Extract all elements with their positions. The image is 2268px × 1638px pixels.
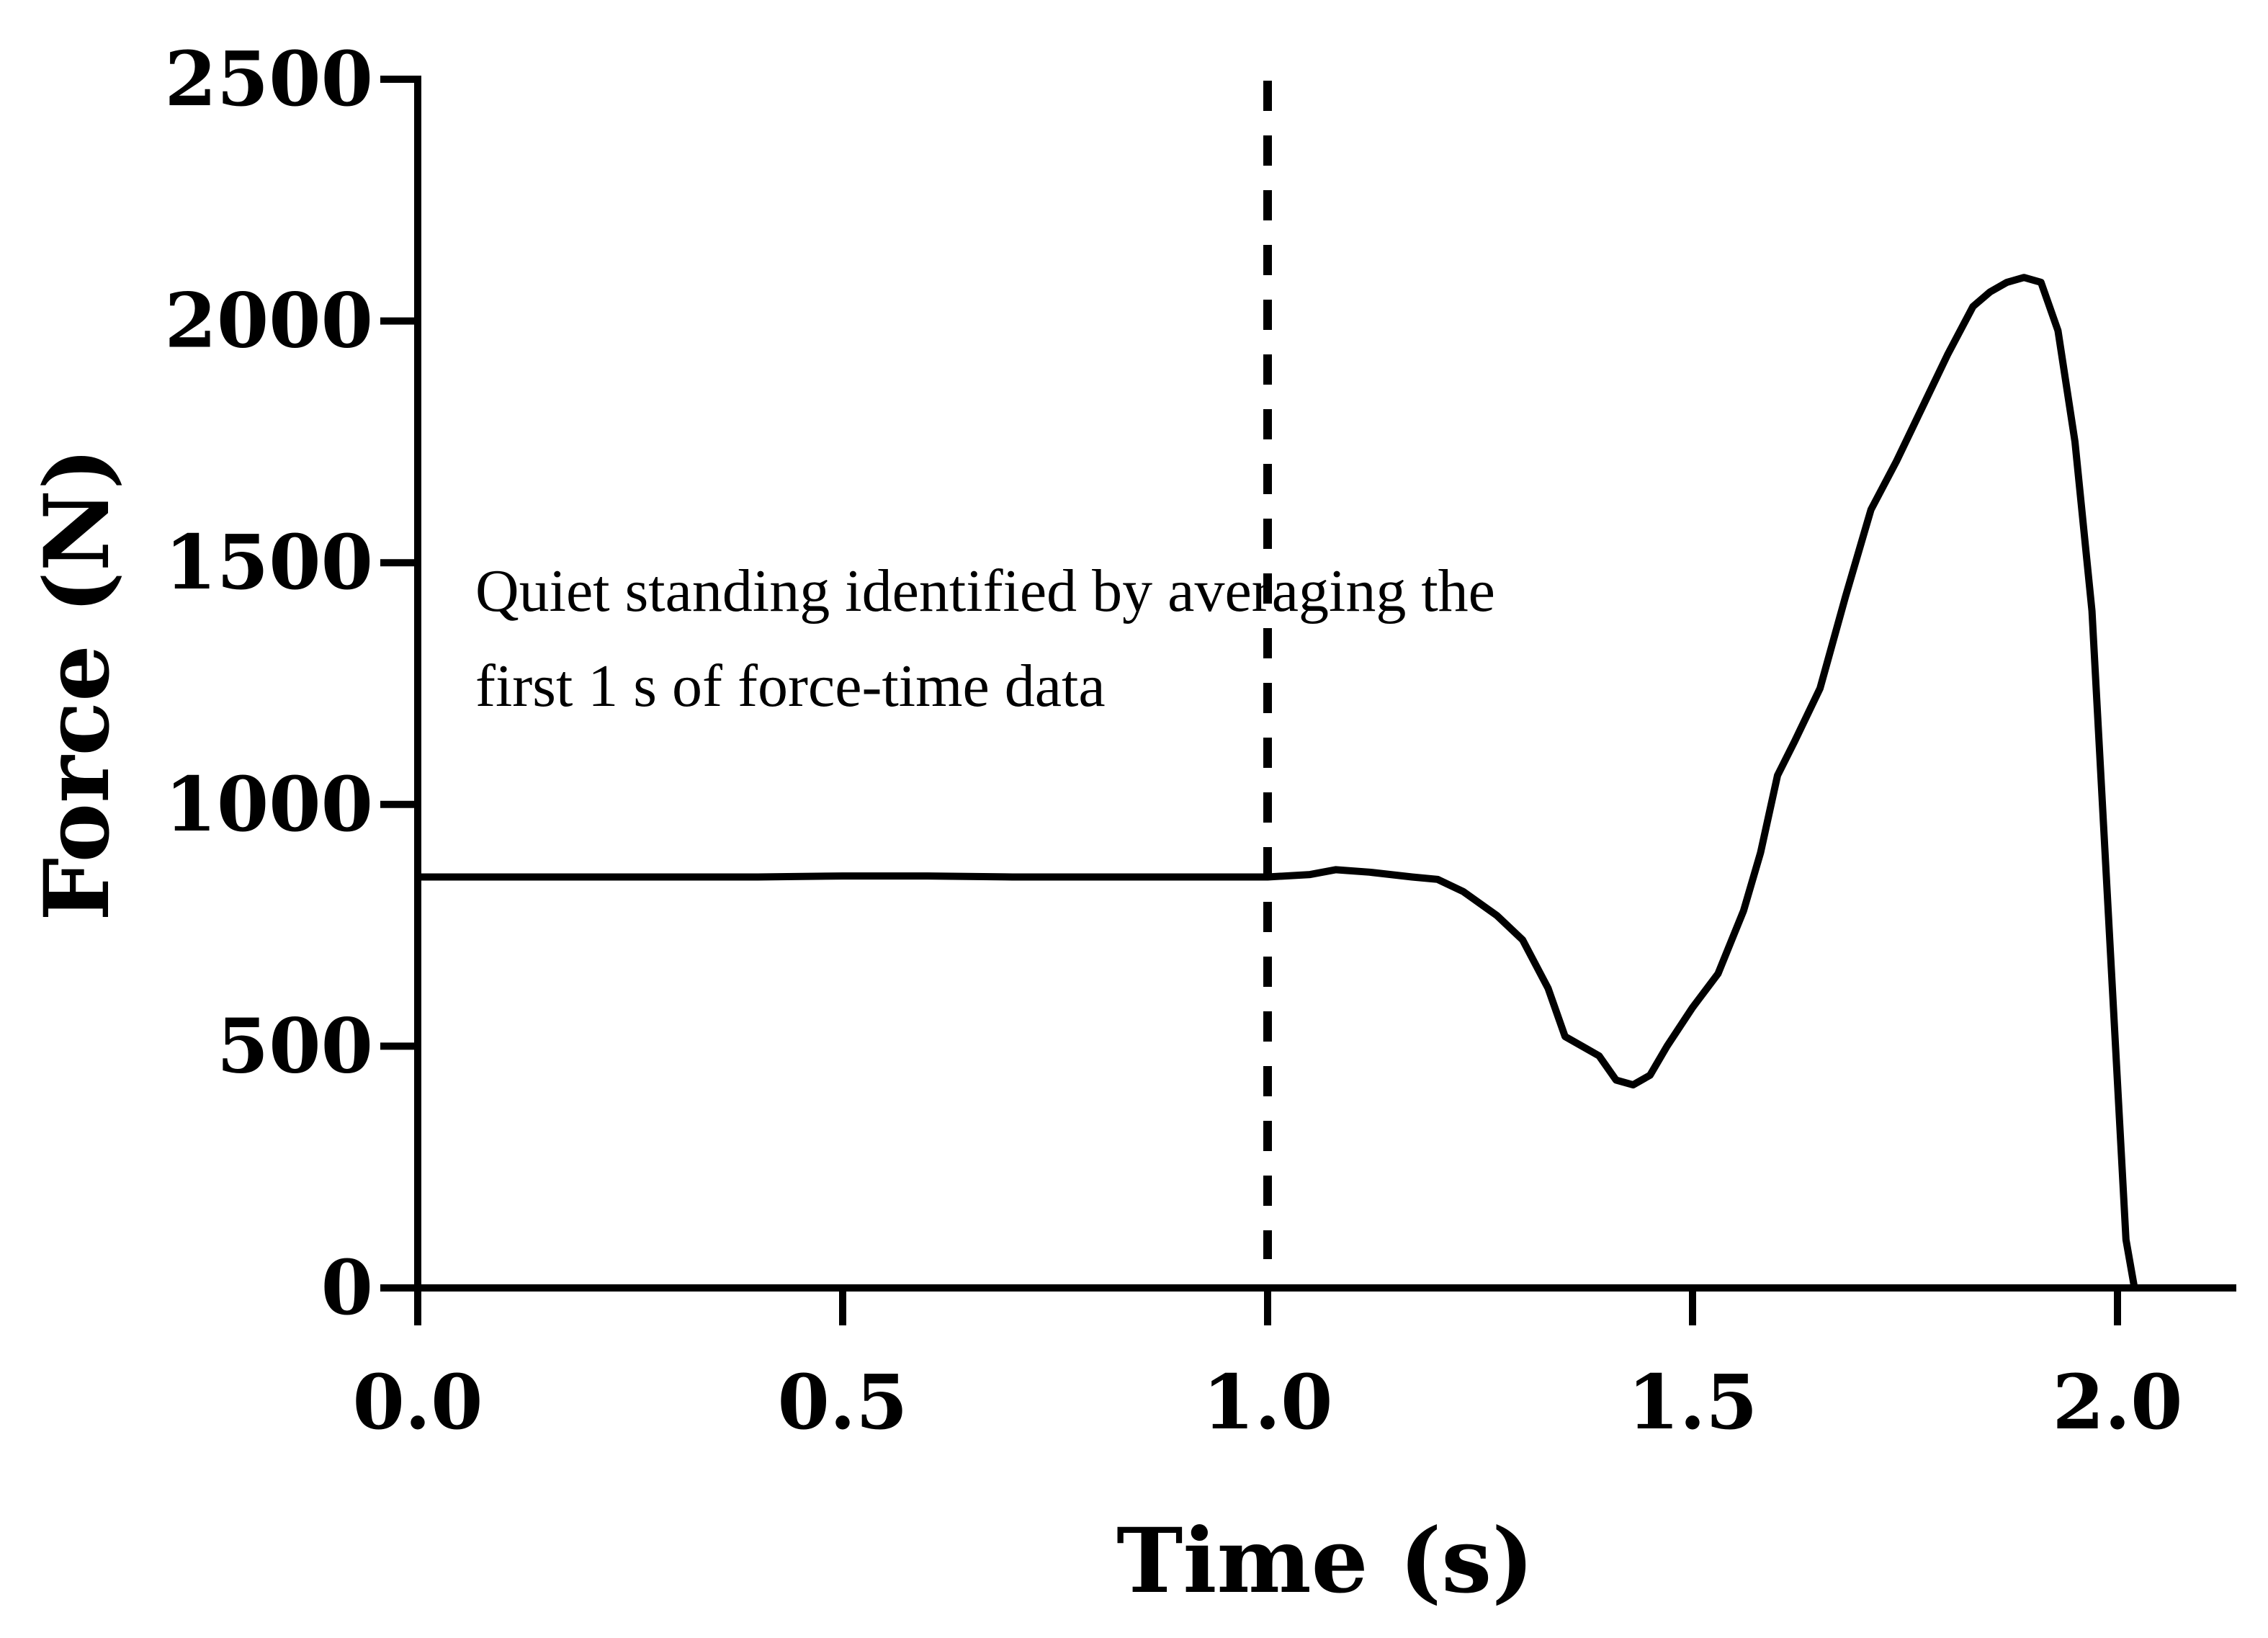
x-tick-label: 0.5 (778, 1358, 908, 1446)
x-axis-title: Time (s) (1116, 1509, 1534, 1614)
y-tick-label: 500 (217, 1001, 373, 1090)
x-tick-label: 2.0 (2053, 1358, 2183, 1446)
x-tick-label: 0.0 (353, 1358, 483, 1446)
x-tick-label: 1.5 (1628, 1358, 1758, 1446)
force-series-line (414, 274, 2138, 1292)
y-axis-title: Force (N) (25, 447, 130, 921)
y-tick-label: 1000 (165, 760, 373, 849)
y-ticks: 0 500 1000 1500 2000 2500 (165, 35, 418, 1332)
y-tick-label: 0 (321, 1243, 373, 1332)
x-tick-label: 1.0 (1203, 1358, 1333, 1446)
y-tick-label: 2000 (165, 277, 373, 365)
annotation-line-2: first 1 s of force-time data (475, 653, 1106, 720)
axes (414, 76, 2236, 1292)
x-ticks: 0.0 0.5 1.0 1.5 2.0 (353, 1288, 2183, 1446)
annotation-line-1: Quiet standing identified by averaging t… (475, 558, 1495, 625)
y-tick-label: 1500 (165, 518, 373, 607)
y-tick-label: 2500 (165, 35, 373, 123)
